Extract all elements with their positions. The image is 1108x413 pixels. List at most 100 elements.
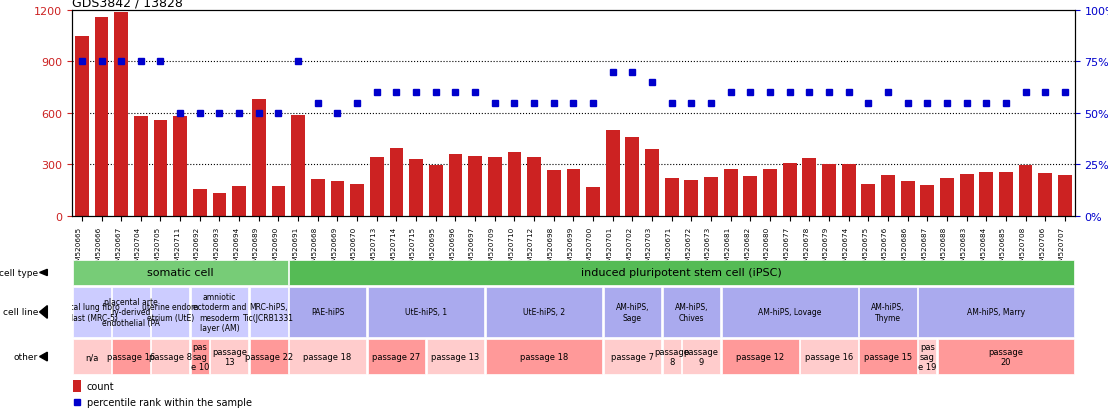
Bar [547,171,561,216]
Bar [665,178,678,216]
Bar [683,339,720,374]
Polygon shape [40,352,48,361]
Text: fetal lung fibro
blast (MRC-5): fetal lung fibro blast (MRC-5) [63,303,120,322]
Bar [1038,173,1053,216]
Bar [73,287,111,337]
Bar [427,339,484,374]
Text: passage 13: passage 13 [431,352,480,361]
Bar [291,115,305,216]
Text: pas
sag
e 19: pas sag e 19 [919,342,936,372]
Text: GDS3842 / 13828: GDS3842 / 13828 [72,0,183,10]
Bar [191,287,248,337]
Bar [271,186,286,216]
Text: passage 7: passage 7 [611,352,654,361]
Bar [901,182,914,216]
Bar [919,287,1074,337]
Bar [449,154,462,216]
Bar [1018,166,1033,216]
Text: count: count [86,381,114,391]
Bar [782,163,797,216]
Bar [822,165,835,216]
Text: AM-hiPS,
Chives: AM-hiPS, Chives [675,303,708,322]
Bar [940,178,954,216]
Text: pas
sag
e 10: pas sag e 10 [191,342,209,372]
Bar [112,339,150,374]
Bar [289,339,366,374]
Bar [289,287,366,337]
Text: passage 12: passage 12 [736,352,784,361]
Bar [173,117,187,216]
Bar [604,339,661,374]
Text: cell line: cell line [2,308,38,317]
Text: percentile rank within the sample: percentile rank within the sample [86,397,252,407]
Text: passage 8: passage 8 [148,352,192,361]
Bar [606,131,619,216]
Bar [390,149,403,216]
Bar [705,178,718,216]
Text: AM-hiPS,
Sage: AM-hiPS, Sage [616,303,649,322]
Bar [507,153,521,216]
Polygon shape [40,306,48,318]
Text: placental arte
ry-derived
endothelial (PA: placental arte ry-derived endothelial (P… [102,297,160,327]
Text: passage 15: passage 15 [864,352,912,361]
Bar [663,287,720,337]
Bar [350,185,365,216]
Bar [881,175,895,216]
Text: AM-hiPS,
Thyme: AM-hiPS, Thyme [871,303,905,322]
Bar [211,339,248,374]
Bar [919,339,936,374]
Bar [488,158,502,216]
Text: amniotic
ectoderm and
mesoderm
layer (AM): amniotic ectoderm and mesoderm layer (AM… [193,292,246,332]
Text: n/a: n/a [85,352,99,361]
Bar [370,158,383,216]
Bar [134,117,147,216]
Bar [800,339,858,374]
Text: AM-hiPS, Marry: AM-hiPS, Marry [967,308,1025,317]
Polygon shape [40,270,48,276]
Bar [311,179,325,216]
Text: passage 22: passage 22 [245,352,293,361]
Bar [368,287,484,337]
Bar [979,173,993,216]
Text: passage 18: passage 18 [520,352,568,361]
Bar [152,339,189,374]
Bar [842,165,855,216]
Bar [485,287,602,337]
Text: cell type: cell type [0,268,38,277]
Bar [469,156,482,216]
Bar [249,339,287,374]
Text: PAE-hiPS: PAE-hiPS [311,308,345,317]
Bar [233,186,246,216]
Bar [193,190,207,216]
Text: passage 16: passage 16 [804,352,853,361]
Bar [663,339,680,374]
Bar [802,159,817,216]
Bar [960,174,974,216]
Bar [368,339,425,374]
Bar [485,339,602,374]
Bar [860,287,916,337]
Bar [685,180,698,216]
Text: uterine endom
etrium (UtE): uterine endom etrium (UtE) [142,303,198,322]
Text: UtE-hiPS, 2: UtE-hiPS, 2 [523,308,565,317]
Bar [252,100,266,216]
Text: passage 16: passage 16 [106,352,155,361]
Bar [75,37,89,216]
Bar [861,185,875,216]
Bar [921,185,934,216]
Bar [429,166,442,216]
Text: somatic cell: somatic cell [147,268,214,278]
Text: AM-hiPS, Lovage: AM-hiPS, Lovage [758,308,821,317]
Bar [586,187,599,216]
Bar [743,177,757,216]
Bar [154,120,167,216]
Text: induced pluripotent stem cell (iPSC): induced pluripotent stem cell (iPSC) [582,268,782,278]
Bar [645,150,659,216]
Bar [152,287,189,337]
Bar [937,339,1074,374]
Text: passage
8: passage 8 [654,347,689,366]
Text: other: other [13,352,38,361]
Text: MRC-hiPS,
Tic(JCRB1331: MRC-hiPS, Tic(JCRB1331 [243,303,294,322]
Bar [724,170,738,216]
Bar [73,261,287,285]
